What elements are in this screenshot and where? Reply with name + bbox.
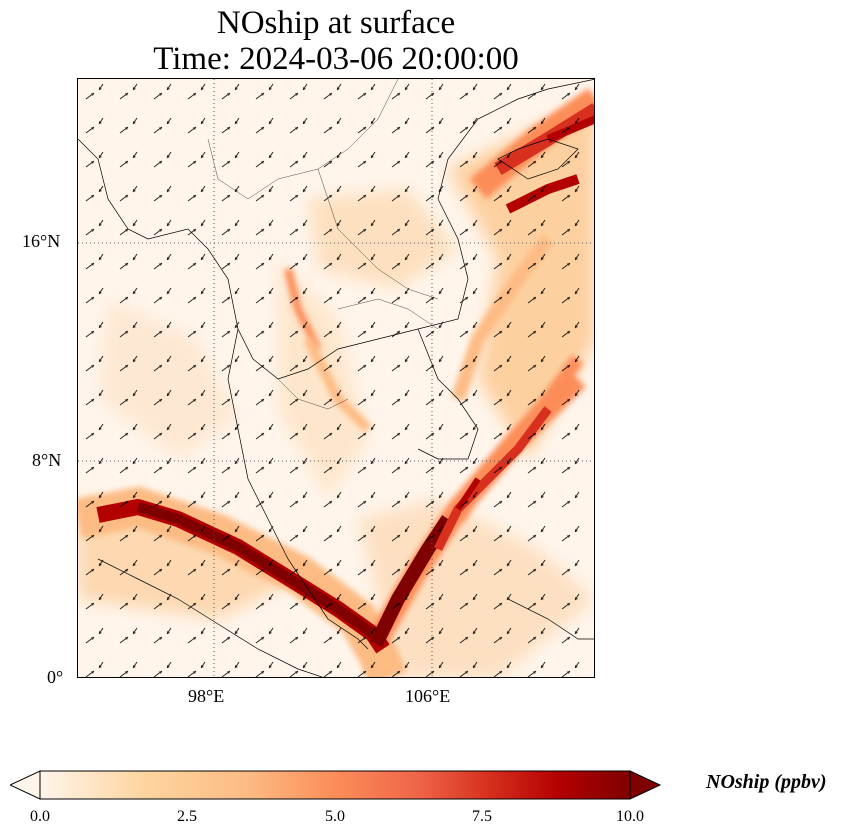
colorbar-gradient	[39, 770, 631, 800]
lat-label-8n: 8°N	[32, 450, 62, 470]
coastlines	[78, 79, 594, 677]
colorbar-tick-7-5: 7.5	[472, 808, 492, 825]
map-panel	[77, 78, 595, 678]
colorbar-tick-10: 10.0	[616, 808, 644, 825]
colorbar-tick-5: 5.0	[325, 808, 345, 825]
gridlines	[78, 79, 594, 677]
lon-label-98e: 98°E	[188, 686, 225, 706]
map-title-line1: NOship at surface	[216, 5, 456, 41]
lon-label-106e: 106°E	[405, 686, 451, 706]
wind-vectors	[78, 79, 594, 677]
colorbar-tick-2-5: 2.5	[177, 808, 197, 825]
colorbar-label: NOship (ppbv)	[706, 771, 827, 793]
colorbar-tick-0: 0.0	[30, 808, 50, 825]
map-title-line2: Time: 2024-03-06 20:00:00	[153, 41, 519, 77]
colorbar	[10, 770, 662, 800]
lat-label-16n: 16°N	[22, 231, 61, 251]
map-plot	[78, 79, 594, 677]
colorbar-extend-min	[10, 770, 41, 800]
country-borders	[207, 79, 439, 410]
lat-label-0: 0°	[47, 667, 64, 687]
colorbar-extend-max	[629, 770, 662, 800]
